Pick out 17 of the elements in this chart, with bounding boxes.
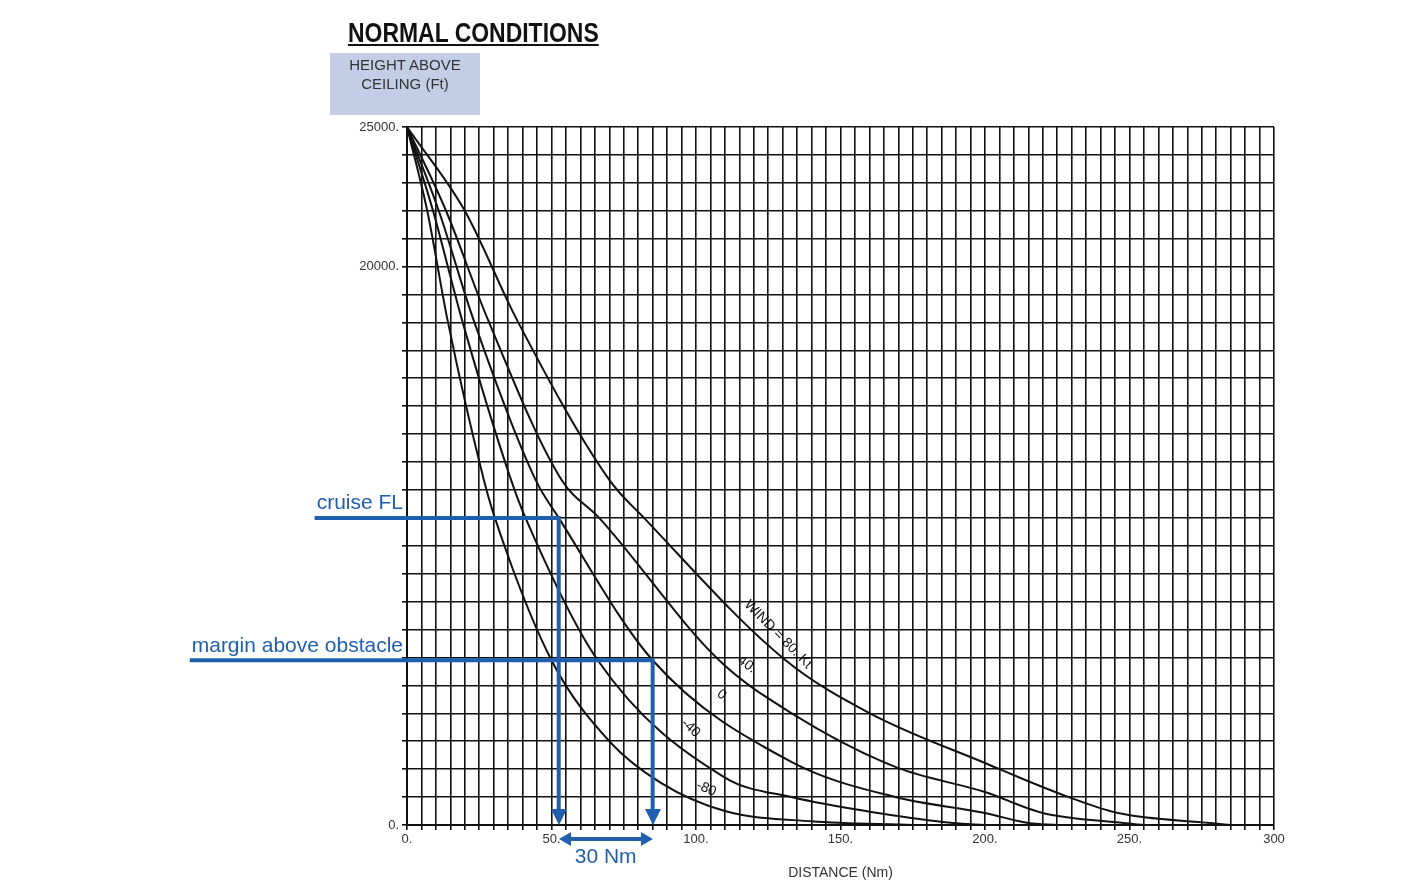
y-tick-label: 25000. — [359, 118, 399, 134]
chart-title: NORMAL CONDITIONS — [348, 18, 599, 49]
x-tick-label: 100. — [683, 831, 709, 847]
x-tick-label: 200. — [972, 831, 998, 847]
x-tick-label: 250. — [1116, 831, 1143, 847]
x-tick-label: 0. — [401, 831, 413, 847]
x-axis-title: DISTANCE (Nm) — [788, 864, 893, 881]
y-tick-label: 0. — [388, 816, 399, 832]
text: -40 — [678, 714, 705, 741]
y-axis-title: HEIGHT ABOVE CEILING (Ft) — [330, 53, 480, 115]
text: 30 Nm — [574, 844, 637, 868]
ref-line-label: cruise FL — [316, 490, 403, 514]
x-tick-label: 150. — [827, 831, 854, 847]
y-tick-label: 20000. — [359, 258, 399, 274]
x-tick-label: 50. — [542, 831, 561, 847]
ref-line-label: margin above obstacle — [191, 632, 403, 656]
x-tick-label: 300 — [1263, 831, 1285, 847]
